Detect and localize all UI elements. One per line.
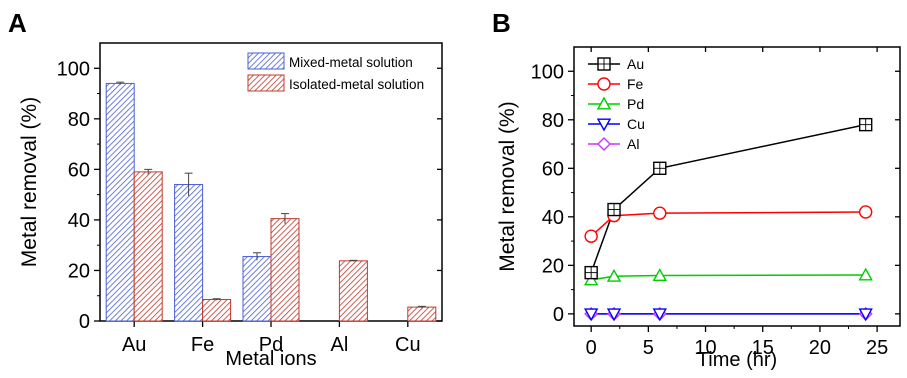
marker-diamond	[597, 137, 611, 151]
bar-chart-svg: 0 20 40 60 80 100 Au Fe Pd Al Cu Metal ions Metal re…	[18, 42, 443, 370]
x-axis-label: Metal ions	[225, 348, 316, 370]
marker-triangle-up	[606, 268, 622, 282]
x-tick-label: Fe	[191, 334, 214, 356]
y-tick-label: 100	[531, 61, 564, 83]
bar	[242, 256, 272, 322]
marker-triangle-up	[596, 96, 612, 110]
marker-circle	[858, 205, 873, 219]
x-tick-label: Cu	[395, 334, 421, 356]
y-tick-label: 100	[57, 58, 90, 80]
legend-label: Al	[627, 136, 639, 152]
panel-a: A 0 20 40 60 80 100 Au Fe Pd Al Cu Metal ions Metal …	[8, 8, 443, 370]
marker-circle	[653, 206, 667, 220]
marker-triangle-down	[596, 118, 612, 132]
x-tick-label: 15	[752, 337, 774, 359]
y-tick-label: 40	[542, 207, 564, 229]
panel-b: B 0 20 40 60 80 100 0 5 10 15 20 25 Time (hr) Metal r…	[460, 0, 907, 378]
line-chart-svg: 0 20 40 60 80 100 0 5 10 15 20 25 Time (hr) Metal rem…	[496, 46, 901, 371]
y-tick-label: 60	[68, 159, 90, 181]
y-tick-label: 80	[542, 110, 564, 132]
marker-triangle-down	[583, 308, 599, 322]
y-tick-label: 60	[542, 158, 564, 180]
bar	[338, 260, 368, 322]
bar	[407, 306, 437, 322]
x-tick-label: 20	[809, 337, 831, 359]
marker-triangle-down	[858, 308, 873, 322]
x-tick-label: 10	[694, 337, 716, 359]
bar	[202, 299, 232, 322]
y-tick-label: 0	[553, 304, 564, 326]
y-tick-label: 40	[68, 210, 90, 232]
series-line	[590, 123, 866, 273]
series-line	[591, 274, 866, 281]
x-axis-label: Time (hr)	[697, 349, 777, 371]
marker-circle	[584, 229, 598, 243]
x-tick-label: 5	[643, 337, 654, 359]
bar	[105, 82, 135, 322]
legend-swatch	[247, 74, 285, 92]
x-tick-label: Au	[122, 334, 146, 356]
y-tick-label: 80	[68, 109, 90, 131]
panel-a-label: A	[8, 8, 27, 38]
y-tick-label: 20	[68, 260, 90, 282]
x-tick-label: 0	[586, 337, 597, 359]
marker-triangle-up	[652, 268, 667, 282]
marker-triangle-down	[652, 308, 667, 322]
series-line	[590, 211, 866, 237]
legend-label: Isolated-metal solution	[289, 77, 424, 92]
x-tick-label: 25	[866, 337, 888, 359]
bar	[133, 171, 163, 322]
plot-frame	[573, 46, 901, 327]
y-axis-label: Metal removal (%)	[18, 97, 41, 267]
y-tick-label: 0	[79, 311, 90, 333]
marker-circle	[597, 77, 611, 91]
y-tick-label: 20	[542, 255, 564, 277]
legend-label: Fe	[627, 76, 644, 92]
marker-triangle-down	[606, 308, 622, 322]
legend-label: Au	[627, 56, 644, 72]
legend-label: Pd	[627, 96, 644, 112]
legend-swatch	[247, 52, 285, 70]
x-tick-label: Al	[331, 334, 349, 356]
x-tick-label: Pd	[259, 334, 283, 356]
legend-label: Mixed-metal solution	[289, 55, 413, 70]
bar	[270, 218, 300, 322]
legend-label: Cu	[627, 116, 645, 132]
marker-triangle-up	[858, 267, 873, 281]
y-axis-label: Metal removal (%)	[496, 101, 519, 271]
bar	[174, 184, 204, 322]
panel-b-label: B	[492, 8, 511, 38]
